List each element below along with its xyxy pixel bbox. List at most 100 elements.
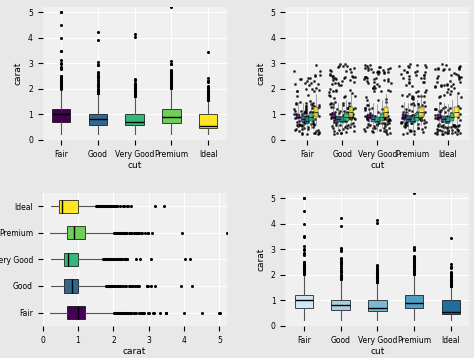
Point — [437, 123, 445, 129]
Point — [457, 74, 465, 80]
Point — [443, 116, 450, 121]
Point — [456, 130, 464, 136]
Point — [302, 103, 310, 109]
Point — [414, 126, 421, 131]
Point — [398, 120, 405, 126]
Point — [365, 106, 372, 112]
Point — [306, 109, 313, 115]
Point — [364, 113, 371, 119]
Point — [345, 105, 353, 111]
Point — [346, 115, 353, 121]
Point — [364, 63, 371, 69]
Point — [377, 88, 385, 94]
Point — [434, 122, 442, 128]
Point — [383, 112, 390, 117]
Point — [301, 109, 309, 115]
Point — [431, 112, 438, 118]
Point — [335, 127, 343, 133]
PathPatch shape — [305, 117, 309, 123]
Point — [417, 116, 424, 122]
Point — [308, 87, 316, 92]
Point — [296, 100, 304, 105]
Point — [309, 120, 317, 125]
Point — [302, 86, 310, 92]
Point — [406, 61, 414, 67]
Point — [434, 115, 441, 121]
Point — [300, 117, 307, 122]
Point — [419, 79, 427, 85]
Point — [369, 128, 376, 134]
Point — [437, 82, 445, 88]
Point — [421, 120, 428, 125]
Point — [431, 66, 438, 72]
Point — [298, 130, 306, 135]
Point — [419, 126, 426, 132]
Point — [454, 126, 461, 132]
Point — [384, 69, 392, 74]
Point — [403, 69, 410, 75]
Point — [311, 73, 319, 79]
Point — [413, 62, 420, 67]
Point — [431, 83, 439, 89]
Point — [299, 119, 307, 125]
Point — [327, 105, 334, 110]
Point — [329, 75, 337, 81]
Point — [304, 92, 312, 98]
Point — [374, 121, 381, 126]
Point — [340, 94, 348, 100]
Point — [304, 124, 311, 130]
Point — [352, 105, 359, 111]
Point — [367, 66, 374, 72]
Point — [369, 69, 377, 75]
Point — [399, 109, 406, 115]
Point — [435, 121, 442, 127]
PathPatch shape — [301, 116, 305, 122]
Point — [369, 125, 376, 131]
Point — [315, 130, 323, 135]
Point — [417, 93, 425, 99]
Point — [361, 113, 369, 119]
Point — [346, 66, 354, 71]
Point — [453, 71, 460, 77]
Point — [330, 131, 338, 137]
Point — [332, 114, 339, 120]
Point — [368, 106, 375, 111]
Point — [434, 123, 442, 129]
Point — [414, 101, 422, 107]
Point — [436, 93, 444, 99]
PathPatch shape — [331, 300, 350, 310]
Point — [363, 78, 371, 83]
Point — [434, 79, 441, 85]
Point — [421, 103, 428, 109]
Point — [293, 122, 301, 128]
Point — [384, 66, 392, 72]
Point — [333, 106, 340, 112]
Point — [302, 100, 310, 106]
Point — [295, 118, 303, 124]
Point — [409, 112, 417, 118]
Point — [304, 114, 312, 120]
Point — [351, 93, 359, 99]
Point — [418, 117, 425, 123]
Point — [302, 106, 310, 111]
Point — [435, 108, 443, 113]
Point — [339, 126, 346, 132]
Point — [314, 105, 321, 111]
Point — [397, 71, 404, 77]
Point — [301, 118, 309, 124]
Point — [445, 128, 452, 134]
Point — [334, 64, 342, 69]
Point — [311, 110, 319, 115]
Point — [405, 113, 412, 118]
PathPatch shape — [314, 107, 318, 117]
Point — [350, 79, 358, 85]
Point — [383, 131, 391, 136]
Point — [405, 73, 412, 79]
Point — [401, 121, 409, 126]
Point — [346, 112, 354, 117]
Point — [455, 122, 463, 127]
Point — [378, 120, 386, 125]
Point — [397, 119, 405, 125]
Point — [297, 108, 305, 113]
Point — [366, 110, 374, 115]
